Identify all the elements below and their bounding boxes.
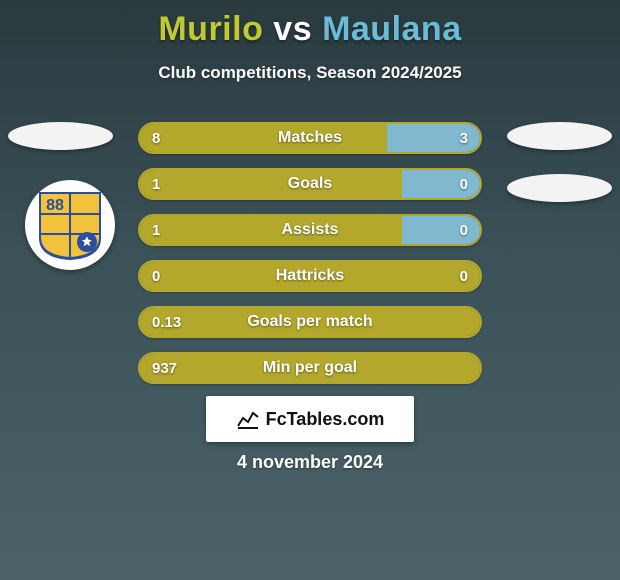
source-text: FcTables.com [266, 409, 385, 430]
stat-row: 00Hattricks [138, 260, 482, 292]
player2-badge-placeholder-2 [507, 174, 612, 202]
player2-badge-placeholder-1 [507, 122, 612, 150]
stat-row: 937Min per goal [138, 352, 482, 384]
stat-label: Matches [140, 129, 480, 147]
player1-name: Murilo [158, 10, 263, 48]
stat-row: 83Matches [138, 122, 482, 154]
comparison-card: Murilo vs Maulana Club competitions, Sea… [0, 0, 620, 580]
vs-label: vs [273, 10, 312, 48]
shield-icon: 88 [33, 188, 107, 262]
stat-label: Hattricks [140, 267, 480, 285]
stat-row: 10Goals [138, 168, 482, 200]
stat-row: 0.13Goals per match [138, 306, 482, 338]
stat-row: 10Assists [138, 214, 482, 246]
page-title: Murilo vs Maulana [0, 0, 620, 49]
stat-bars: 83Matches 10Goals 10Assists 00Hattricks 0.13… [138, 122, 482, 398]
logo-number: 88 [46, 197, 64, 214]
stat-label: Goals per match [140, 313, 480, 331]
chart-icon [236, 408, 260, 430]
stat-label: Min per goal [140, 359, 480, 377]
subtitle: Club competitions, Season 2024/2025 [0, 63, 620, 83]
player1-badge-placeholder [8, 122, 113, 150]
stat-label: Assists [140, 221, 480, 239]
club-logo: 88 [25, 180, 115, 270]
source-badge: FcTables.com [206, 396, 414, 442]
stat-label: Goals [140, 175, 480, 193]
player2-name: Maulana [322, 10, 462, 48]
footer-date: 4 november 2024 [0, 452, 620, 473]
